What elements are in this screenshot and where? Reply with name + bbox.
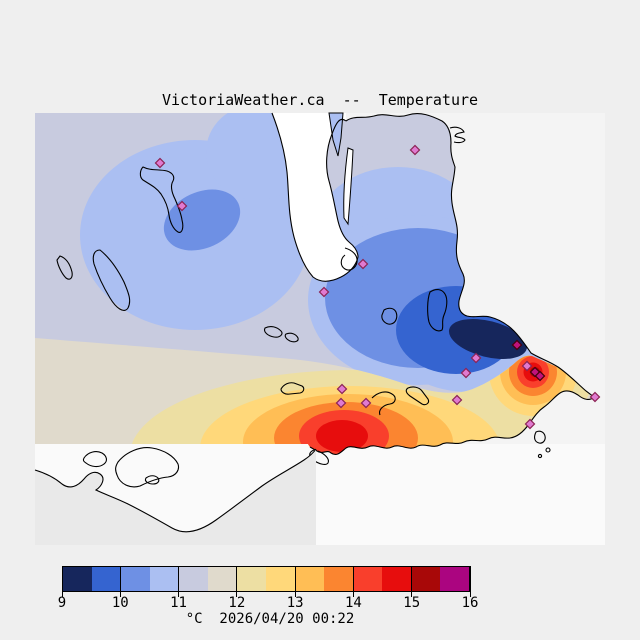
colorbar-tick-label: 14 (344, 595, 362, 611)
colorbar-segment (324, 567, 353, 591)
saanich-inlet-mask (272, 113, 358, 282)
colorbar-segment (208, 567, 237, 591)
colorbar-segment (295, 567, 324, 591)
weather-station-marker (176, 200, 188, 212)
weather-station-marker (470, 352, 482, 364)
colorbar-tick (236, 566, 238, 597)
colorbar-tick-label: 9 (57, 595, 67, 611)
coastlines (56, 112, 595, 516)
colorbar-tick-label: 16 (461, 595, 479, 611)
colorbar-segment (382, 567, 411, 591)
colorbar-segment (179, 567, 208, 591)
weather-station-marker (360, 397, 372, 409)
weather-station-marker (154, 157, 166, 169)
colorbar-segment (353, 567, 382, 591)
weather-station-marker (511, 339, 523, 351)
weather-station-marker (318, 286, 330, 298)
colorbar-tick-label: 13 (286, 595, 304, 611)
juan-de-fuca-sea (35, 449, 316, 545)
colorbar-segment (237, 567, 266, 591)
colorbar-tick (61, 566, 63, 597)
colorbar-segment (411, 567, 440, 591)
page-title: VictoriaWeather.ca -- Temperature (161, 91, 479, 109)
colorbar-tick-label: 12 (228, 595, 246, 611)
weather-station-marker (460, 367, 472, 379)
colorbar-tick-label: 15 (403, 595, 421, 611)
colorbar-tick-label: 11 (170, 595, 187, 611)
colorbar-segment (121, 567, 150, 591)
colorbar-tick (352, 566, 354, 597)
colorbar-tick (411, 566, 413, 597)
inlet-sliver (343, 147, 354, 226)
weather-station-marker (335, 397, 347, 409)
colorbar-segment (440, 567, 469, 591)
colorbar-segment (150, 567, 179, 591)
colorbar-segment (92, 567, 121, 591)
colorbar-segment (63, 567, 92, 591)
colorbar-segment (266, 567, 295, 591)
colorbar-caption: °C 2026/04/20 00:22 (185, 611, 355, 627)
colorbar-tick (469, 566, 471, 597)
colorbar-tick (178, 566, 180, 597)
weather-station-marker (589, 391, 601, 403)
colorbar (62, 566, 470, 592)
colorbar-tick (119, 566, 121, 597)
weather-station-marker (521, 360, 533, 372)
weather-station-marker (451, 394, 463, 406)
weather-station-marker (357, 258, 369, 270)
weather-station-marker (524, 418, 536, 430)
south-shore-coastline (34, 448, 317, 533)
colorbar-tick-label: 10 (111, 595, 129, 611)
station-markers (154, 144, 601, 430)
weather-station-marker (409, 144, 421, 156)
weather-station-marker (336, 383, 348, 395)
mill-bay-tongue (328, 112, 344, 157)
weather-station-marker (534, 370, 546, 382)
colorbar-tick (294, 566, 296, 597)
